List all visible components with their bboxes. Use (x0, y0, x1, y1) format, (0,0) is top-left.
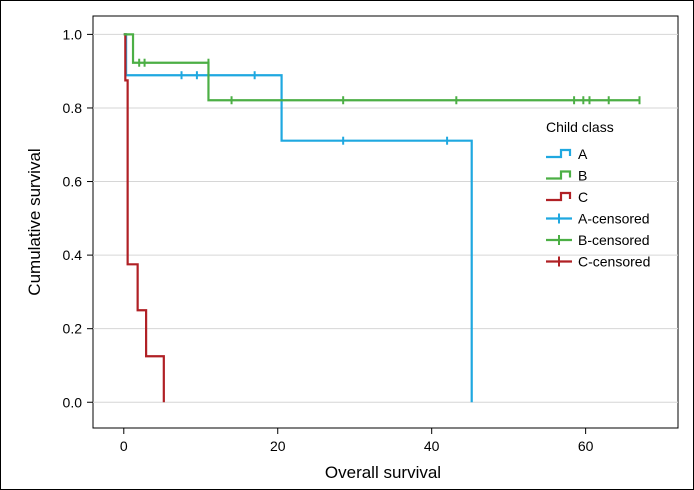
series-layer (123, 33, 641, 403)
legend-title: Child class (546, 119, 614, 135)
legend-entries: ABC A-censored B-censored C-censored (546, 146, 650, 270)
x-axis-ticks: 0 20 40 60 (120, 428, 594, 454)
legend-label: A (578, 146, 588, 162)
x-tick-label: 0 (120, 438, 128, 454)
series-c (123, 33, 165, 403)
legend-label: B-censored (578, 232, 650, 248)
legend-swatch-step (546, 170, 572, 180)
y-tick-label: 0.0 (63, 394, 83, 410)
x-tick-label: 60 (578, 438, 594, 454)
x-tick-label: 40 (424, 438, 440, 454)
legend-label: B (578, 168, 587, 184)
y-axis-ticks: 0.0 0.2 0.4 0.6 0.8 1.0 (63, 26, 93, 410)
y-tick-label: 0.4 (63, 247, 83, 263)
series-b (123, 33, 641, 105)
plot-area-frame (92, 15, 679, 429)
legend-item-b: B (546, 168, 587, 184)
y-tick-label: 1.0 (63, 26, 83, 42)
y-axis-label: Cumulative survival (25, 148, 44, 295)
legend-item-a-censored: A-censored (546, 211, 650, 227)
y-tick-label: 0.6 (63, 174, 83, 190)
legend-swatch-step (546, 148, 572, 159)
x-tick-label: 20 (270, 438, 286, 454)
y-tick-label: 0.2 (63, 321, 83, 337)
legend-item-c-censored: C-censored (546, 254, 650, 270)
x-axis-label: Overall survival (325, 463, 441, 482)
legend-label: A-censored (578, 211, 650, 227)
legend-item-a: A (546, 146, 588, 162)
legend-item-b-censored: B-censored (546, 232, 650, 248)
gridlines (93, 33, 678, 403)
legend-label: C (578, 189, 588, 205)
legend-item-c: C (546, 189, 588, 205)
survival-curve-c (123, 33, 165, 403)
legend: Child class ABC A-censored B-censored C-cen… (546, 119, 650, 270)
survival-curve-b (123, 33, 640, 102)
y-tick-label: 0.8 (63, 100, 83, 116)
legend-swatch-step (546, 191, 572, 202)
legend-label: C-censored (578, 254, 650, 270)
